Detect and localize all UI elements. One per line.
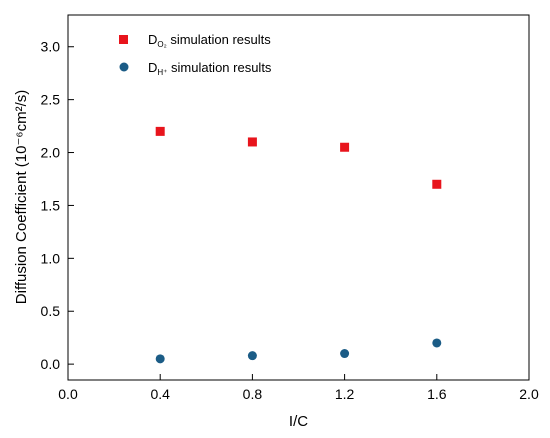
- legend-marker-circle: [119, 62, 129, 72]
- x-tick-label: 0.4: [150, 386, 170, 402]
- data-point-circle: [432, 338, 442, 348]
- y-tick-label: 2.5: [41, 92, 61, 108]
- y-tick-label: 0.5: [41, 303, 61, 319]
- legend-label-o2: DO₂ simulation results: [148, 32, 271, 49]
- y-axis-ticks: 0.0 0.5 1.0 1.5 2.0 2.5 3.0: [41, 39, 74, 372]
- x-axis-ticks: 0.0 0.4 0.8 1.2 1.6 2.0: [58, 374, 539, 402]
- y-tick-label: 0.0: [41, 356, 61, 372]
- x-tick-label: 0.8: [243, 386, 263, 402]
- legend-item-h: DH⁺ simulation results: [119, 60, 272, 77]
- y-tick-label: 2.0: [41, 145, 61, 161]
- y-axis-label: Diffusion Coefficient (10⁻⁶cm²/s): [13, 90, 30, 304]
- data-point-square: [432, 179, 442, 189]
- x-axis-label: I/C: [289, 413, 308, 430]
- data-point-square: [247, 137, 257, 147]
- legend-marker-square: [119, 35, 128, 44]
- x-tick-label: 1.6: [427, 386, 447, 402]
- legend-label-h: DH⁺ simulation results: [148, 60, 272, 77]
- legend-item-o2: DO₂ simulation results: [119, 32, 271, 49]
- x-tick-label: 1.2: [335, 386, 355, 402]
- data-point-square: [155, 126, 165, 136]
- y-tick-label: 1.5: [41, 197, 61, 213]
- x-tick-label: 2.0: [519, 386, 539, 402]
- data-point-circle: [247, 351, 257, 361]
- y-tick-label: 3.0: [41, 39, 61, 55]
- data-point-circle: [155, 354, 165, 364]
- x-tick-label: 0.0: [58, 386, 78, 402]
- data-points: [155, 126, 442, 364]
- data-point-square: [340, 142, 350, 152]
- data-point-circle: [340, 349, 350, 359]
- plot-frame: [67, 14, 530, 381]
- legend: DO₂ simulation results DH⁺ simulation re…: [119, 32, 272, 77]
- y-tick-label: 1.0: [41, 250, 61, 266]
